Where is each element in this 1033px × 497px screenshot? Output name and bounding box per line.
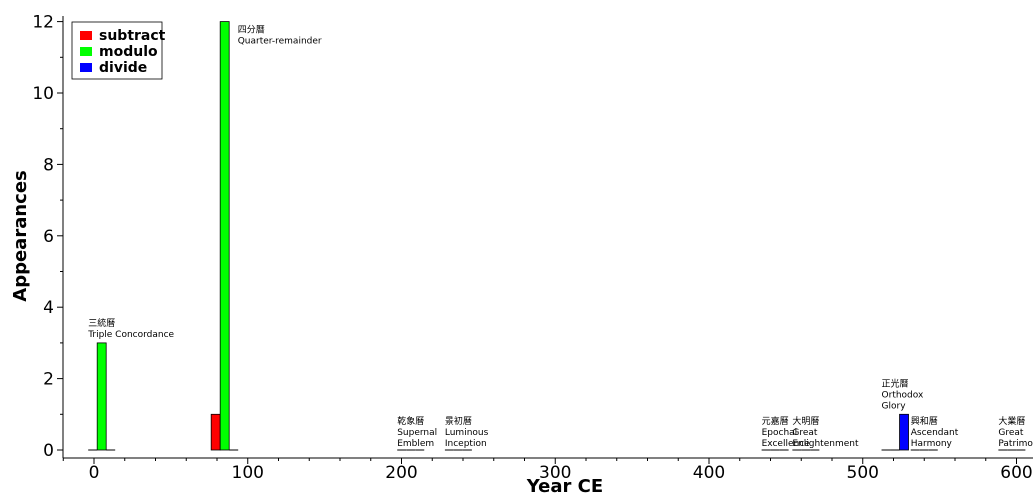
annotation-label: Quarter-remainder	[238, 37, 322, 47]
bar-subtract	[210, 413, 221, 451]
y-tick-label: 2	[43, 370, 54, 390]
x-tick-label: 500	[847, 463, 879, 483]
axes: 0 2 4 6 8 10 12 0 100 200 300 400 500 600	[32, 13, 1033, 483]
annotation-label: 元嘉曆	[762, 415, 789, 427]
x-tick-label: 400	[693, 463, 725, 483]
annotation-label: Luminous	[445, 428, 489, 438]
bar-divide	[899, 413, 909, 451]
y-axis-title: Appearances	[10, 170, 31, 301]
legend-label-subtract: subtract	[99, 28, 166, 44]
legend-label-modulo: modulo	[99, 44, 158, 60]
x-tick-label: 600	[1000, 463, 1032, 483]
annotation-label: Great	[998, 428, 1024, 438]
x-tick-label: 300	[539, 463, 571, 483]
legend-label-divide: divide	[99, 60, 147, 76]
annotation-label: Harmony	[911, 439, 953, 449]
annotation-label: 正光曆	[882, 377, 909, 389]
annotation-label: 興和曆	[911, 416, 938, 427]
y-tick-label: 12	[32, 13, 54, 33]
annotation-label: Orthodox	[882, 390, 924, 400]
bar-modulo	[96, 342, 107, 451]
legend: subtract modulo divide	[71, 21, 166, 80]
x-tick-label: 200	[385, 463, 417, 483]
x-tick-label: 100	[232, 463, 264, 483]
annotation-label: Supernal	[397, 428, 437, 438]
bar-modulo	[219, 21, 230, 451]
annotation-label: Patrimony	[998, 439, 1033, 449]
y-tick-label: 10	[32, 84, 54, 104]
x-tick-label: 0	[89, 463, 100, 483]
x-axis-title: Year CE	[526, 476, 603, 497]
annotation-label: 大業曆	[998, 415, 1025, 427]
y-tick-label: 6	[43, 227, 54, 247]
annotation-label: Excellence	[762, 439, 811, 449]
y-tick-label: 0	[43, 441, 54, 461]
annotation-label: 乾象曆	[397, 415, 424, 427]
annotation-label: Great	[792, 428, 818, 438]
annotation-label: 四分曆	[238, 25, 265, 36]
legend-swatch-modulo	[80, 47, 92, 56]
annotation-label: Inception	[445, 439, 487, 449]
y-tick-label: 4	[43, 298, 54, 318]
annotation-label: 大明曆	[792, 415, 819, 427]
annotation-label: 景初曆	[445, 415, 472, 427]
legend-swatch-divide	[80, 63, 92, 72]
annotation-label: 三統曆	[88, 317, 115, 329]
annotation-label: Triple Concordance	[87, 330, 174, 340]
annotation-label: Enlightenment	[792, 439, 859, 449]
legend-swatch-subtract	[80, 31, 92, 40]
annotation-label: Emblem	[397, 439, 434, 449]
annotation-label: Epochal	[762, 428, 798, 438]
bars	[88, 21, 1026, 451]
y-tick-label: 8	[43, 155, 54, 175]
annotation-label: Glory	[882, 401, 907, 411]
annotation-label: Ascendant	[911, 428, 959, 438]
